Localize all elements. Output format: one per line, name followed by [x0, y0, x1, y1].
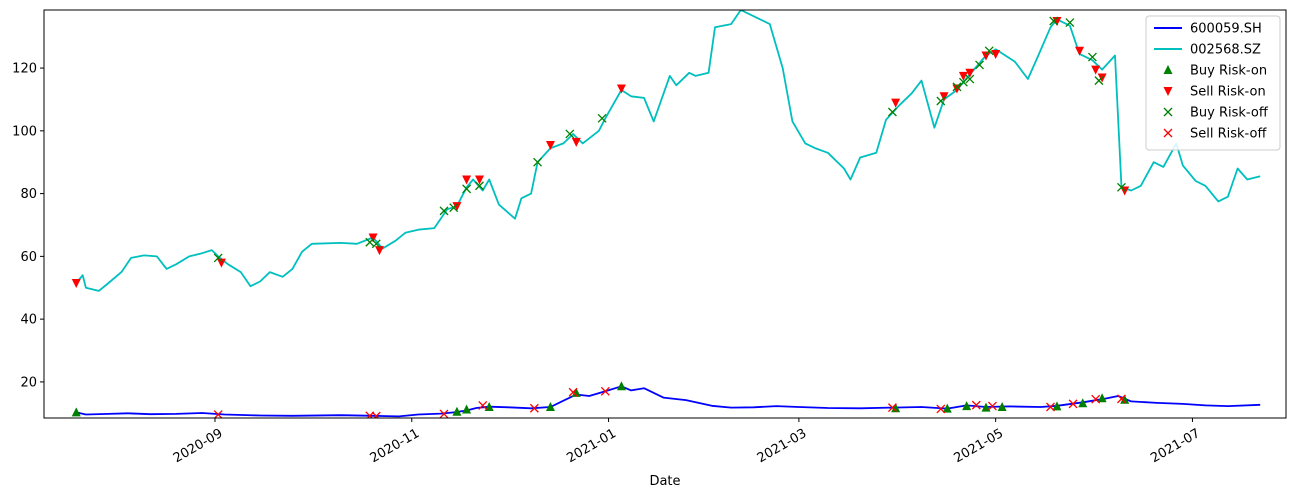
marker-buy-risk-on — [891, 403, 901, 413]
marker-sell-risk-on — [981, 51, 991, 61]
marker-buy-risk-off — [1087, 52, 1097, 62]
legend-label-002568-sz: 002568.SZ — [1190, 43, 1261, 58]
marker-sell-risk-on — [462, 175, 472, 185]
marker-buy-risk-on — [545, 402, 555, 412]
marker-sell-risk-on — [1091, 65, 1101, 75]
marker-buy-risk-off — [975, 60, 984, 70]
marker-buy-risk-off — [936, 96, 946, 106]
marker-buy-risk-off — [365, 237, 375, 247]
plot-area-frame — [43, 9, 1287, 419]
marker-buy-risk-on — [1052, 401, 1062, 411]
marker-buy-risk-off — [887, 107, 897, 117]
marker-sell-risk-on — [965, 68, 975, 78]
x-tick-label: 2020-09 — [171, 426, 226, 466]
legend-label-buy-risk-on: Buy Risk-on — [1190, 64, 1267, 79]
marker-sell-risk-on — [991, 49, 1001, 59]
marker-buy-risk-off — [958, 77, 968, 87]
marker-sell-risk-off — [478, 400, 488, 410]
marker-sell-risk-on — [475, 175, 485, 185]
marker-sell-risk-on — [958, 71, 968, 81]
y-tick-label: 120 — [12, 62, 37, 77]
marker-buy-risk-on — [571, 387, 581, 397]
marker-buy-risk-on — [997, 402, 1007, 412]
marker-buy-risk-on — [462, 404, 472, 414]
marker-sell-risk-off — [371, 411, 381, 418]
marker-sell-risk-off — [936, 404, 946, 414]
marker-buy-risk-off — [213, 253, 223, 263]
x-tick-label: 2021-05 — [952, 426, 1007, 466]
marker-sell-risk-on — [891, 98, 901, 108]
marker-sell-risk-off — [529, 403, 539, 413]
marker-buy-risk-off — [597, 113, 607, 123]
marker-buy-risk-on — [71, 407, 81, 417]
legend-swatch-sell-risk-on — [1163, 87, 1173, 96]
marker-sell-risk-on — [452, 202, 462, 212]
legend-label-buy-risk-off: Buy Risk-off — [1190, 106, 1269, 121]
marker-sell-risk-on — [375, 246, 385, 256]
marker-sell-risk-off — [1117, 394, 1126, 404]
y-tick-label: 100 — [12, 124, 37, 139]
x-tick-label: 2021-01 — [564, 426, 619, 466]
marker-buy-risk-off — [1049, 16, 1059, 26]
y-tick-label: 20 — [20, 375, 37, 390]
x-tick-label: 2021-07 — [1148, 426, 1203, 466]
legend-label-600059-sh: 600059.SH — [1190, 22, 1262, 37]
marker-sell-risk-off — [987, 401, 997, 411]
marker-buy-risk-on — [1097, 393, 1107, 403]
marker-buy-risk-off — [449, 203, 459, 213]
marker-buy-risk-on — [616, 381, 626, 391]
marker-buy-risk-on — [452, 406, 462, 416]
marker-buy-risk-on — [1120, 394, 1130, 404]
marker-sell-risk-on — [939, 92, 949, 102]
marker-sell-risk-on — [71, 279, 81, 289]
legend-label-sell-risk-off: Sell Risk-off — [1190, 127, 1267, 142]
marker-buy-risk-off — [462, 184, 472, 194]
marker-sell-risk-off — [1046, 402, 1055, 412]
marker-buy-risk-off — [952, 82, 962, 92]
y-tick-label: 80 — [20, 187, 37, 202]
y-tick-label: 60 — [20, 250, 37, 265]
marker-buy-risk-off — [984, 46, 994, 56]
x-tick-label: 2021-03 — [755, 426, 810, 466]
marker-sell-risk-on — [571, 137, 581, 147]
marker-sell-risk-on — [216, 258, 226, 268]
marker-buy-risk-off — [439, 206, 449, 216]
x-axis-title: Date — [649, 474, 680, 489]
legend-label-sell-risk-on: Sell Risk-on — [1190, 85, 1266, 100]
marker-sell-risk-on — [1075, 46, 1085, 56]
marker-sell-risk-off — [568, 387, 578, 397]
marker-sell-risk-off — [971, 400, 981, 410]
marker-sell-risk-on — [545, 140, 555, 150]
marker-buy-risk-on — [942, 403, 952, 413]
marker-buy-risk-off — [1117, 182, 1126, 192]
marker-buy-risk-off — [371, 239, 381, 249]
y-tick-label: 40 — [20, 313, 37, 328]
marker-sell-risk-on — [952, 84, 962, 94]
marker-sell-risk-off — [887, 403, 897, 413]
marker-sell-risk-off — [439, 409, 449, 418]
legend-swatch-buy-risk-on — [1163, 65, 1173, 74]
marker-sell-risk-off — [600, 386, 610, 396]
marker-buy-risk-off — [965, 74, 975, 84]
marker-buy-risk-off — [533, 157, 543, 167]
legend-swatch-buy-risk-off — [1163, 107, 1173, 117]
marker-buy-risk-off — [475, 181, 484, 191]
marker-sell-risk-off — [1068, 399, 1078, 409]
x-tick-label: 2020-11 — [368, 426, 423, 466]
series-line-002568-sz — [75, 10, 1261, 292]
marker-sell-risk-on — [616, 84, 626, 94]
legend-swatch-sell-risk-off — [1163, 128, 1173, 138]
marker-buy-risk-off — [1065, 18, 1075, 28]
marker-sell-risk-off — [1091, 394, 1101, 404]
marker-buy-risk-off — [565, 129, 575, 139]
marker-sell-risk-on — [368, 233, 378, 243]
marker-buy-risk-on — [962, 401, 972, 411]
marker-sell-risk-off — [213, 410, 223, 418]
marker-buy-risk-off — [1094, 76, 1104, 86]
marker-buy-risk-on — [1078, 398, 1088, 408]
